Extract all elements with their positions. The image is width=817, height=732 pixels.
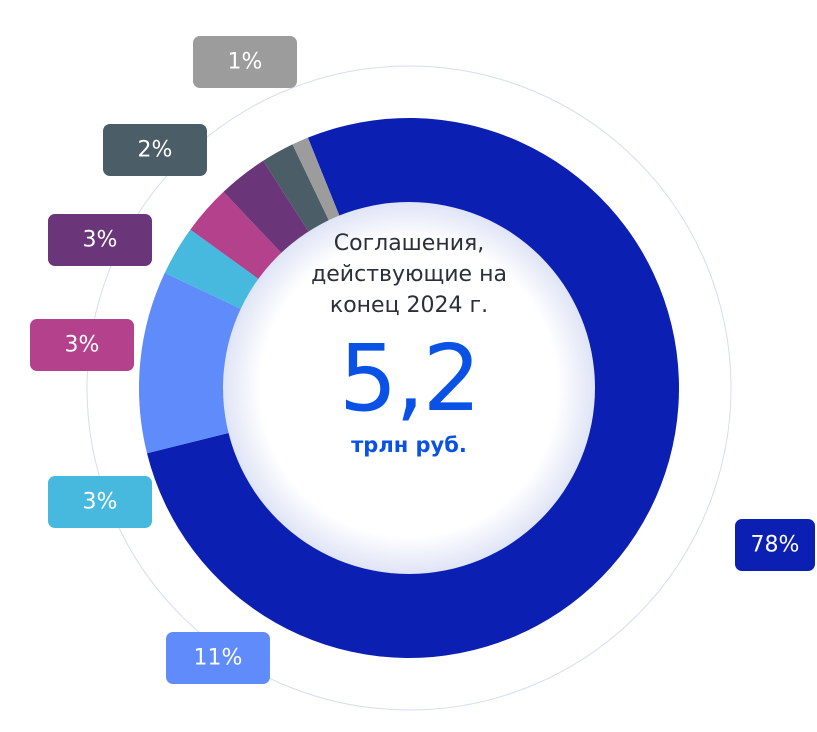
label-box xyxy=(48,214,152,266)
label-box xyxy=(166,632,270,684)
label-box xyxy=(735,519,815,571)
label-box xyxy=(103,124,207,176)
total-unit: трлн руб. xyxy=(351,433,467,457)
outer-ring xyxy=(86,65,732,711)
value-label: 3% xyxy=(65,333,100,358)
value-label: 11% xyxy=(194,646,243,671)
center-text: Соглашения, действующие на конец 2024 г.… xyxy=(289,228,529,457)
slice xyxy=(146,118,680,659)
value-label: 1% xyxy=(228,50,263,75)
chart-title: Соглашения, действующие на конец 2024 г. xyxy=(311,231,507,318)
label-box xyxy=(30,319,134,371)
value-label: 2% xyxy=(138,138,173,163)
label-box xyxy=(193,36,297,88)
value-label: 3% xyxy=(83,228,118,253)
donut-hole xyxy=(223,202,595,574)
value-label: 3% xyxy=(83,490,118,515)
total-value: 5,2 xyxy=(338,325,481,432)
label-box xyxy=(48,476,152,528)
value-label: 78% xyxy=(751,533,800,558)
